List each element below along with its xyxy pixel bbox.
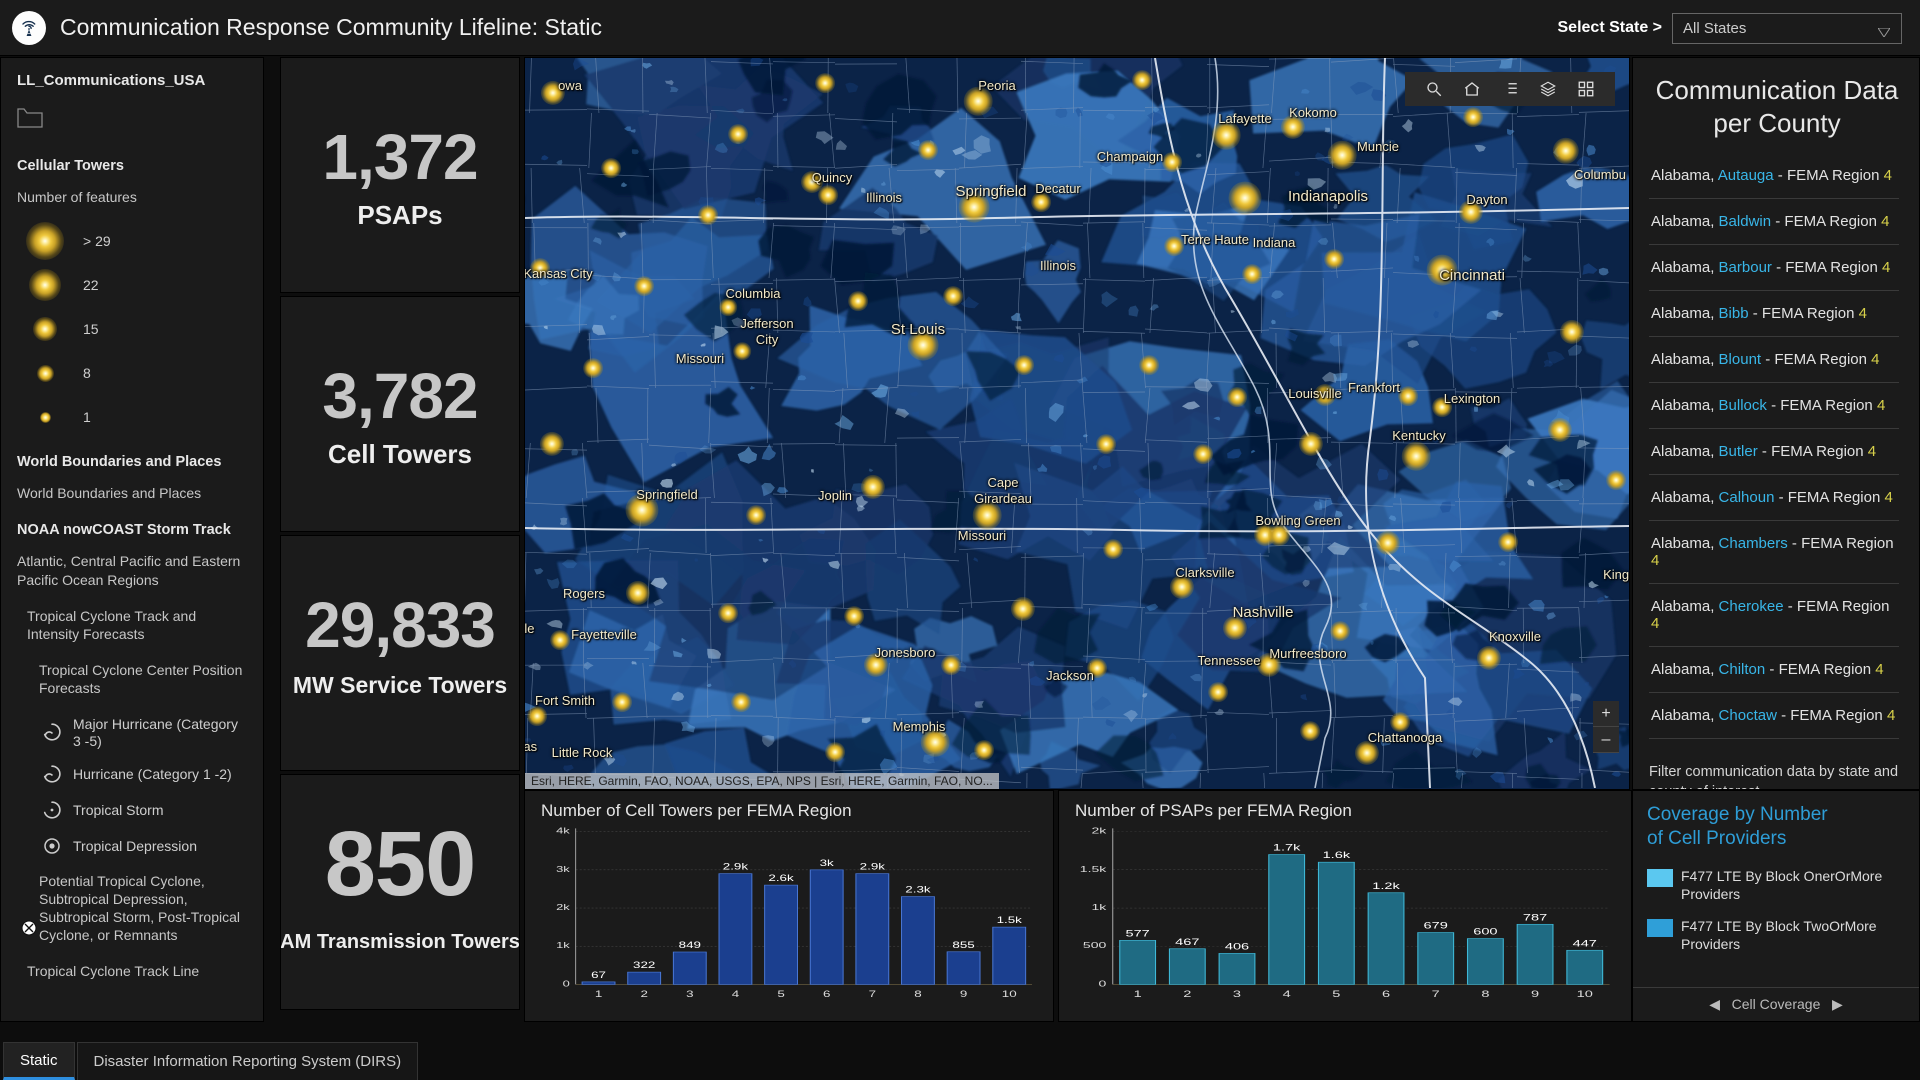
svg-text:10: 10 <box>1577 989 1594 999</box>
svg-text:855: 855 <box>952 941 974 950</box>
svg-text:849: 849 <box>679 941 701 950</box>
svg-text:4: 4 <box>1283 989 1291 999</box>
svg-text:500: 500 <box>1083 941 1107 951</box>
svg-text:1.2k: 1.2k <box>1372 881 1401 891</box>
svg-text:2k: 2k <box>556 903 570 912</box>
svg-text:2: 2 <box>1183 989 1191 999</box>
svg-text:679: 679 <box>1424 920 1449 930</box>
svg-text:8: 8 <box>1481 989 1489 999</box>
svg-text:3k: 3k <box>820 859 834 868</box>
svg-text:1.6k: 1.6k <box>1323 850 1352 860</box>
svg-text:1.7k: 1.7k <box>1273 842 1302 852</box>
svg-text:5: 5 <box>777 990 784 999</box>
svg-text:6: 6 <box>1382 989 1390 999</box>
svg-text:8: 8 <box>914 990 921 999</box>
svg-text:1: 1 <box>1134 989 1142 999</box>
svg-text:1k: 1k <box>1092 903 1107 913</box>
svg-text:1k: 1k <box>556 941 570 950</box>
svg-text:1.5k: 1.5k <box>997 916 1023 925</box>
svg-text:787: 787 <box>1523 912 1548 922</box>
svg-text:2.9k: 2.9k <box>723 863 749 872</box>
svg-text:10: 10 <box>1002 990 1017 999</box>
svg-text:3: 3 <box>1233 989 1241 999</box>
svg-text:322: 322 <box>633 961 655 970</box>
svg-text:9: 9 <box>1531 989 1539 999</box>
svg-text:5: 5 <box>1332 989 1340 999</box>
svg-text:67: 67 <box>591 971 606 980</box>
svg-text:467: 467 <box>1175 937 1200 947</box>
svg-text:447: 447 <box>1573 938 1598 948</box>
svg-text:2.9k: 2.9k <box>860 863 886 872</box>
svg-text:1.5k: 1.5k <box>1080 864 1107 874</box>
svg-text:2: 2 <box>640 990 647 999</box>
svg-text:0: 0 <box>1099 979 1107 989</box>
svg-text:2k: 2k <box>1092 826 1107 836</box>
svg-text:406: 406 <box>1225 941 1250 951</box>
svg-text:2.6k: 2.6k <box>768 874 794 883</box>
svg-text:9: 9 <box>960 990 967 999</box>
svg-text:600: 600 <box>1473 926 1498 936</box>
svg-text:1: 1 <box>595 990 602 999</box>
svg-text:577: 577 <box>1125 928 1150 938</box>
svg-text:0: 0 <box>563 979 570 988</box>
svg-text:3: 3 <box>686 990 693 999</box>
svg-text:6: 6 <box>823 990 830 999</box>
svg-text:3k: 3k <box>556 865 570 874</box>
svg-text:2.3k: 2.3k <box>905 886 931 895</box>
svg-text:4: 4 <box>732 990 739 999</box>
svg-text:7: 7 <box>1432 989 1440 999</box>
svg-text:7: 7 <box>869 990 876 999</box>
svg-text:4k: 4k <box>556 827 570 836</box>
